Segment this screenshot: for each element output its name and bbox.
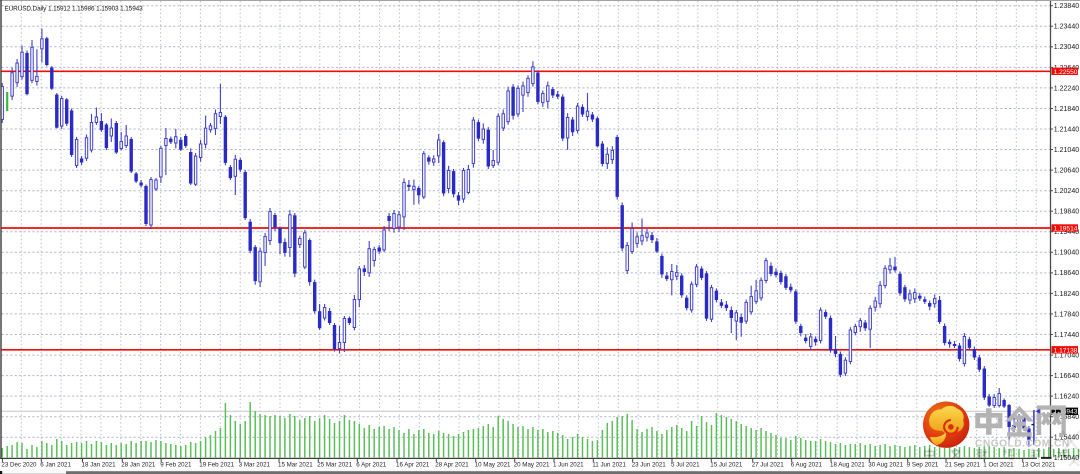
- svg-text:1.21440: 1.21440: [1054, 126, 1079, 133]
- svg-text:6 Aug 2021: 6 Aug 2021: [791, 462, 823, 469]
- svg-text:1.20240: 1.20240: [1054, 188, 1079, 195]
- svg-text:11 Jun 2021: 11 Jun 2021: [592, 462, 626, 469]
- svg-text:1.15040: 1.15040: [1054, 455, 1079, 462]
- svg-text:1 Jun 2021: 1 Jun 2021: [553, 462, 584, 469]
- svg-text:1.19440: 1.19440: [1054, 229, 1079, 236]
- svg-text:9 Feb 2021: 9 Feb 2021: [160, 462, 192, 469]
- svg-text:1.23040: 1.23040: [1054, 44, 1079, 51]
- svg-text:6 Apr 2021: 6 Apr 2021: [356, 462, 386, 469]
- svg-text:1.18640: 1.18640: [1054, 270, 1079, 277]
- svg-text:1 Oct 2021: 1 Oct 2021: [983, 462, 1014, 469]
- svg-text:9 Sep 2021: 9 Sep 2021: [907, 462, 939, 469]
- svg-text:1.17138: 1.17138: [1054, 347, 1078, 354]
- svg-text:3 Mar 2021: 3 Mar 2021: [239, 462, 271, 469]
- svg-text:1.22550: 1.22550: [1054, 69, 1078, 76]
- svg-text:1.23440: 1.23440: [1054, 24, 1079, 31]
- svg-text:15 Mar 2021: 15 Mar 2021: [278, 462, 313, 469]
- svg-text:5 Jul 2021: 5 Jul 2021: [671, 462, 700, 469]
- svg-text:30 Aug 2021: 30 Aug 2021: [868, 462, 903, 469]
- svg-text:19 Feb 2021: 19 Feb 2021: [199, 462, 234, 469]
- svg-text:25 Mar 2021: 25 Mar 2021: [317, 462, 352, 469]
- svg-text:1.16640: 1.16640: [1054, 373, 1079, 380]
- svg-text:1.19840: 1.19840: [1054, 209, 1079, 216]
- svg-text:13 Oct 2021: 13 Oct 2021: [1022, 462, 1056, 469]
- svg-text:28 Jan 2021: 28 Jan 2021: [121, 462, 156, 469]
- svg-text:1.15840: 1.15840: [1054, 414, 1079, 421]
- svg-text:23 Jun 2021: 23 Jun 2021: [632, 462, 667, 469]
- svg-text:23 Dec 2020: 23 Dec 2020: [1, 462, 37, 469]
- svg-text:18 Aug 2021: 18 Aug 2021: [830, 462, 865, 469]
- svg-text:1.17440: 1.17440: [1054, 332, 1079, 339]
- svg-text:18 Jan 2021: 18 Jan 2021: [82, 462, 117, 469]
- svg-text:1.17840: 1.17840: [1054, 311, 1079, 318]
- svg-text:CNGOLD.COM.CN: CNGOLD.COM.CN: [975, 439, 1070, 450]
- svg-text:21 Sep 2021: 21 Sep 2021: [945, 462, 981, 469]
- svg-text:16 Apr 2021: 16 Apr 2021: [396, 462, 430, 469]
- svg-text:28 Apr 2021: 28 Apr 2021: [435, 462, 469, 469]
- svg-text:1.15440: 1.15440: [1054, 435, 1079, 442]
- svg-text:1.19514: 1.19514: [1054, 226, 1078, 233]
- svg-text:1.21840: 1.21840: [1054, 106, 1079, 113]
- svg-text:EURUSD,Daily 1.15912 1.15986 1: EURUSD,Daily 1.15912 1.15986 1.15903 1.1…: [5, 6, 144, 13]
- svg-text:20 May 2021: 20 May 2021: [514, 462, 550, 469]
- svg-text:1.19040: 1.19040: [1054, 250, 1079, 257]
- svg-text:1.20640: 1.20640: [1054, 168, 1079, 175]
- svg-text:15 Jul 2021: 15 Jul 2021: [710, 462, 743, 469]
- svg-text:10 May 2021: 10 May 2021: [475, 462, 511, 469]
- svg-text:1.18240: 1.18240: [1054, 291, 1079, 298]
- svg-text:1.17040: 1.17040: [1054, 352, 1079, 359]
- svg-text:27 Jul 2021: 27 Jul 2021: [752, 462, 785, 469]
- svg-text:6 Jan 2021: 6 Jan 2021: [40, 462, 71, 469]
- svg-text:1.21040: 1.21040: [1054, 147, 1079, 154]
- svg-text:1.16240: 1.16240: [1054, 394, 1079, 401]
- svg-text:1.23840: 1.23840: [1054, 3, 1079, 10]
- svg-text:1.22240: 1.22240: [1054, 85, 1079, 92]
